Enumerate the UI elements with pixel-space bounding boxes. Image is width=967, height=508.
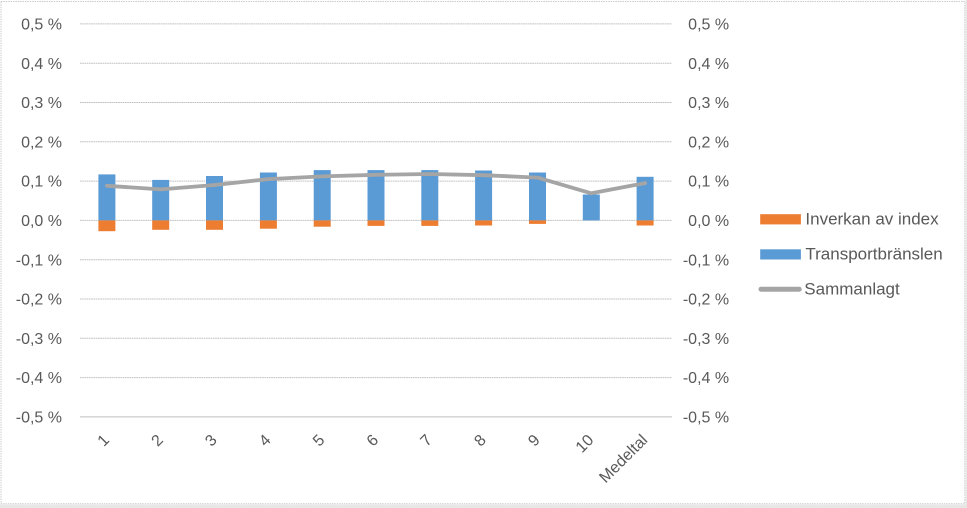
svg-text:0,3 %: 0,3 % bbox=[21, 95, 62, 112]
svg-text:0,0 %: 0,0 % bbox=[21, 213, 62, 230]
svg-text:-0,5 %: -0,5 % bbox=[16, 410, 62, 427]
svg-text:Sammanlagt: Sammanlagt bbox=[804, 280, 900, 299]
svg-text:0,1 %: 0,1 % bbox=[21, 174, 62, 191]
svg-text:0,1 %: 0,1 % bbox=[688, 174, 729, 191]
svg-text:-0,1 %: -0,1 % bbox=[16, 252, 62, 269]
svg-text:-0,3 %: -0,3 % bbox=[16, 331, 62, 348]
svg-text:-0,3 %: -0,3 % bbox=[683, 331, 729, 348]
svg-text:Inverkan av index: Inverkan av index bbox=[805, 209, 939, 228]
svg-text:-0,2 %: -0,2 % bbox=[16, 292, 62, 309]
svg-text:-0,1 %: -0,1 % bbox=[683, 252, 729, 269]
svg-text:0,5 %: 0,5 % bbox=[688, 17, 729, 34]
svg-text:0,4 %: 0,4 % bbox=[688, 56, 729, 73]
svg-text:0,2 %: 0,2 % bbox=[21, 134, 62, 151]
svg-text:Transportbränslen: Transportbränslen bbox=[805, 245, 942, 264]
svg-text:0,5 %: 0,5 % bbox=[21, 17, 62, 34]
svg-text:0,3 %: 0,3 % bbox=[688, 95, 729, 112]
svg-text:0,0 %: 0,0 % bbox=[688, 213, 729, 230]
svg-text:-0,2 %: -0,2 % bbox=[683, 292, 729, 309]
svg-text:0,4 %: 0,4 % bbox=[21, 56, 62, 73]
svg-text:0,2 %: 0,2 % bbox=[688, 134, 729, 151]
svg-text:-0,4 %: -0,4 % bbox=[16, 370, 62, 387]
svg-text:-0,4 %: -0,4 % bbox=[683, 370, 729, 387]
svg-text:-0,5 %: -0,5 % bbox=[683, 410, 729, 427]
